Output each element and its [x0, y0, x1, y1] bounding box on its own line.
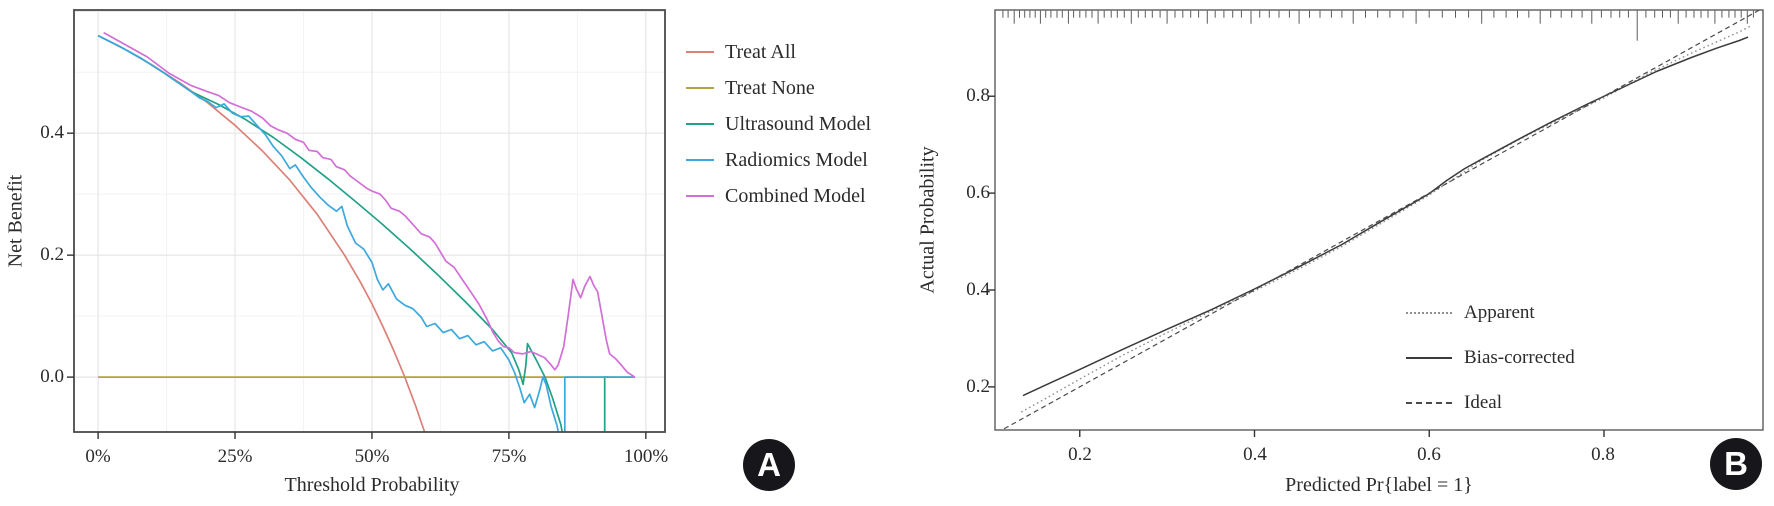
panel-a-x-tick-1: 25%	[217, 446, 253, 467]
treat-all-line-swatch	[686, 51, 714, 53]
panel-b-legend: Apparent Bias-corrected Ideal	[1406, 290, 1575, 425]
legend-label: Radiomics Model	[725, 148, 868, 171]
panel-b-badge: B	[1710, 438, 1762, 490]
legend-label: Ideal	[1464, 391, 1502, 413]
legend-item-ideal: Ideal	[1406, 380, 1575, 425]
panel-b-x-tick-3: 0.8	[1591, 444, 1615, 465]
panel-b-y-tick-0: 0.2	[966, 376, 990, 397]
treat-none-line-swatch	[686, 87, 714, 89]
radiomics-line-swatch	[686, 159, 714, 161]
legend-label: Bias-corrected	[1464, 346, 1575, 368]
panel-a-legend: Treat All Treat None Ultrasound Model Ra…	[686, 34, 871, 214]
panel-a-y-tick-2: 0.4	[40, 122, 64, 143]
legend-item-treat-all: Treat All	[686, 34, 871, 70]
panel-b-y-tick-3: 0.8	[966, 85, 990, 106]
legend-label: Ultrasound Model	[725, 112, 872, 135]
legend-item-bias-corrected: Bias-corrected	[1406, 335, 1575, 380]
panel-a-badge: A	[743, 439, 795, 491]
panel-b-x-axis-title: Predicted Pr{label = 1}	[1285, 474, 1473, 496]
legend-item-combined-model: Combined Model	[686, 178, 871, 214]
panel-b-x-tick-0: 0.2	[1068, 444, 1092, 465]
legend-label: Treat None	[725, 76, 815, 99]
bias-corrected-line-swatch	[1406, 356, 1452, 359]
panel-a-x-tick-4: 100%	[623, 446, 669, 467]
apparent-line-swatch	[1406, 311, 1452, 314]
combined-line-swatch	[686, 195, 714, 197]
legend-item-apparent: Apparent	[1406, 290, 1575, 335]
legend-label: Treat All	[725, 40, 796, 63]
panel-a-x-tick-3: 75%	[491, 446, 527, 467]
panel-b-y-axis-title: Actual Probability	[916, 146, 939, 294]
panel-b-x-tick-1: 0.4	[1243, 444, 1267, 465]
legend-label: Combined Model	[725, 184, 866, 207]
panel-a-y-tick-1: 0.2	[40, 244, 64, 265]
legend-item-ultrasound-model: Ultrasound Model	[686, 106, 871, 142]
legend-label: Apparent	[1464, 301, 1535, 323]
panel-a-x-axis-title: Threshold Probability	[284, 474, 460, 496]
ultrasound-line-swatch	[686, 123, 714, 125]
panel-a-x-tick-0: 0%	[85, 446, 111, 467]
legend-item-treat-none: Treat None	[686, 70, 871, 106]
panel-b-y-tick-2: 0.6	[966, 182, 990, 203]
ideal-line-swatch	[1406, 401, 1452, 404]
panel-b-x-tick-2: 0.6	[1417, 444, 1441, 465]
panel-a-y-tick-0: 0.0	[40, 366, 64, 387]
legend-item-radiomics-model: Radiomics Model	[686, 142, 871, 178]
panel-a-x-tick-2: 50%	[354, 446, 390, 467]
panel-b-y-tick-1: 0.4	[966, 279, 990, 300]
